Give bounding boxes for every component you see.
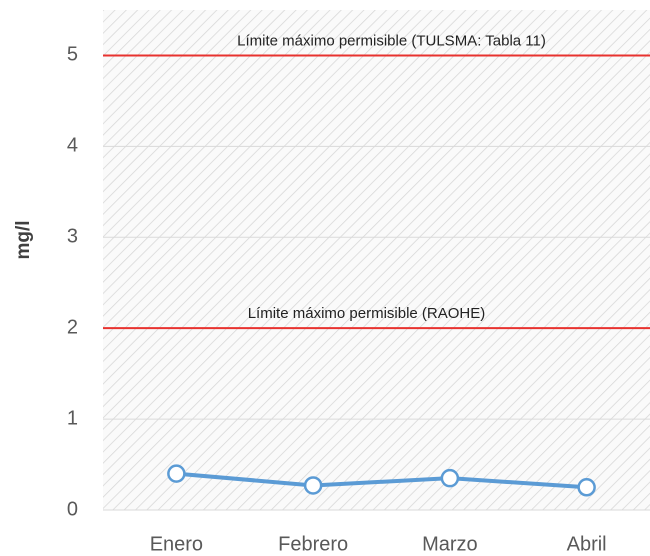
y-tick-label: 5 [67, 44, 78, 66]
y-tick-label: 2 [67, 316, 78, 338]
data-point [167, 464, 186, 483]
y-tick-label: 3 [67, 226, 78, 248]
reference-label: Límite máximo permisible (TULSMA: Tabla … [237, 32, 546, 49]
x-tick-label: Marzo [422, 533, 478, 555]
x-tick-label: Enero [150, 533, 203, 555]
plot-area [103, 10, 650, 510]
data-point [440, 468, 460, 488]
series-line [176, 471, 587, 490]
data-point [577, 478, 596, 497]
y-axis-title: mg/l [13, 220, 34, 259]
x-tick-label: Abril [567, 533, 607, 555]
data-point [303, 476, 323, 495]
reference-label: Límite máximo permisible (RAOHE) [248, 305, 486, 322]
y-tick-label: 0 [67, 498, 78, 520]
y-tick-label: 1 [67, 407, 78, 429]
y-tick-label: 4 [67, 135, 78, 157]
x-tick-label: Febrero [278, 533, 348, 555]
